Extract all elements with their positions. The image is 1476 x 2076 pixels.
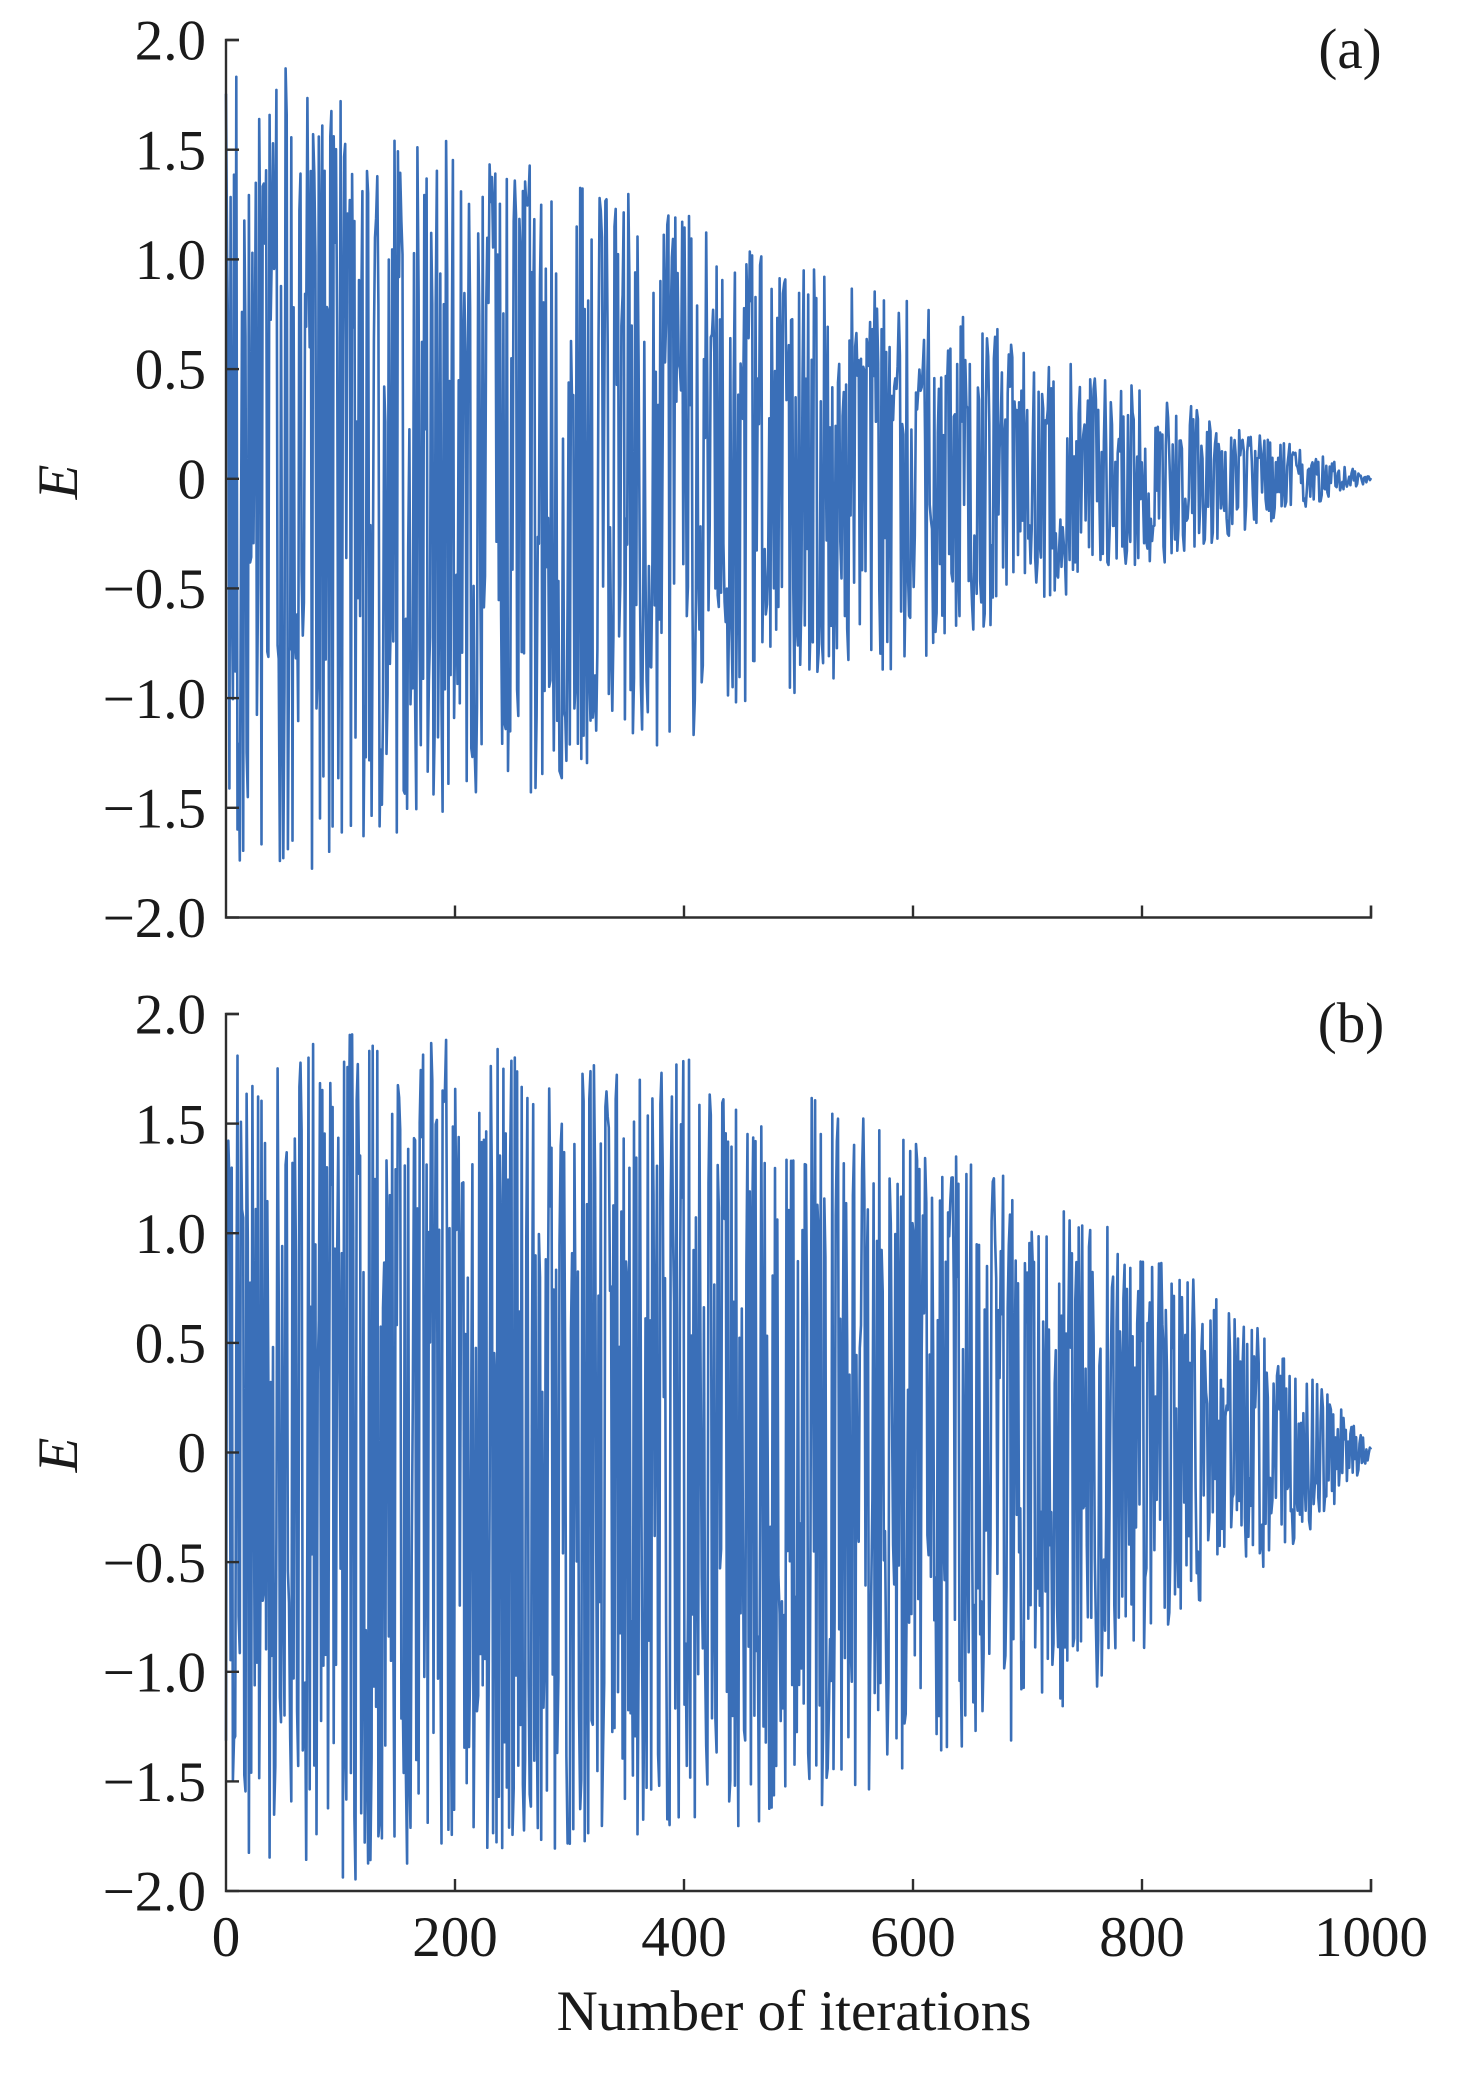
svg-text:Number of iterations: Number of iterations [557, 1980, 1032, 2043]
svg-text:0: 0 [178, 1422, 207, 1485]
svg-text:E: E [27, 1438, 90, 1474]
svg-text:(a): (a) [1318, 18, 1381, 81]
svg-text:1000: 1000 [1314, 1906, 1428, 1969]
svg-text:−2.0: −2.0 [103, 1861, 206, 1924]
svg-text:−1.0: −1.0 [103, 1641, 206, 1704]
svg-text:0: 0 [178, 448, 207, 511]
svg-text:2.0: 2.0 [135, 984, 206, 1047]
svg-text:800: 800 [1099, 1906, 1185, 1969]
svg-text:1.0: 1.0 [135, 1203, 206, 1266]
svg-text:2.0: 2.0 [135, 10, 206, 73]
svg-text:0.5: 0.5 [135, 1313, 206, 1376]
svg-text:1.5: 1.5 [135, 119, 206, 182]
svg-text:−1.0: −1.0 [103, 668, 206, 731]
svg-text:0.5: 0.5 [135, 339, 206, 402]
svg-text:(b): (b) [1318, 992, 1384, 1055]
svg-text:200: 200 [412, 1906, 498, 1969]
svg-text:400: 400 [641, 1906, 727, 1969]
svg-text:600: 600 [870, 1906, 956, 1969]
svg-text:−1.5: −1.5 [103, 778, 206, 841]
svg-text:−1.5: −1.5 [103, 1751, 206, 1814]
svg-text:−2.0: −2.0 [103, 887, 206, 950]
svg-text:−0.5: −0.5 [103, 558, 206, 621]
svg-text:1.5: 1.5 [135, 1093, 206, 1156]
svg-text:E: E [27, 465, 90, 501]
svg-text:1.0: 1.0 [135, 229, 206, 292]
svg-text:0: 0 [212, 1906, 241, 1969]
svg-text:−0.5: −0.5 [103, 1532, 206, 1595]
